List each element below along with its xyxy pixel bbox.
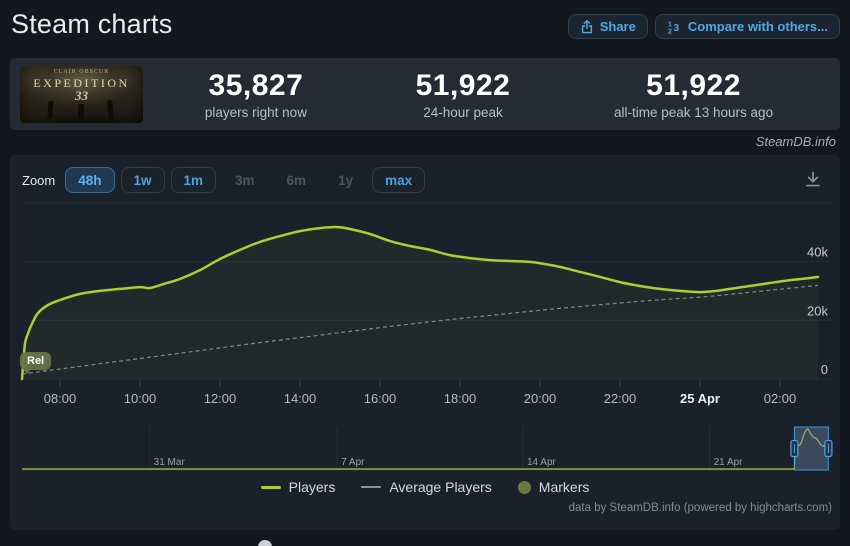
page-title: Steam charts bbox=[11, 9, 173, 39]
svg-text:18:00: 18:00 bbox=[444, 391, 477, 406]
capsule-figure bbox=[47, 100, 54, 119]
legend-swatch bbox=[260, 485, 281, 489]
legend-swatch bbox=[361, 486, 382, 488]
svg-text:02:00: 02:00 bbox=[764, 391, 797, 406]
download-chart-button[interactable] bbox=[800, 166, 826, 195]
stat-current-players-label: players right now bbox=[204, 104, 307, 120]
svg-text:3: 3 bbox=[673, 23, 679, 34]
svg-text:1: 1 bbox=[668, 21, 672, 28]
stat-current-players-value: 35,827 bbox=[208, 68, 304, 102]
navigator-handle bbox=[824, 439, 833, 458]
legend-item-markers[interactable]: Markers bbox=[517, 479, 590, 495]
chart-toolbar: Zoom 48h 1w 1m 3m 6m 1y max bbox=[22, 166, 826, 194]
svg-text:0: 0 bbox=[821, 362, 828, 377]
navigator-selection-window[interactable] bbox=[793, 426, 829, 471]
stat-24h-peak-value: 51,922 bbox=[415, 68, 511, 102]
below-content-peek bbox=[258, 540, 272, 546]
svg-text:14:00: 14:00 bbox=[284, 391, 317, 406]
legend-swatch bbox=[517, 480, 531, 494]
game-title-small: CLAIR OBSCUR bbox=[53, 68, 110, 75]
svg-text:16:00: 16:00 bbox=[364, 391, 397, 406]
stat-alltime-peak-label: all-time peak 13 hours ago bbox=[613, 104, 774, 120]
zoom-button-6m: 6m bbox=[274, 167, 320, 193]
svg-text:20k: 20k bbox=[807, 303, 828, 318]
zoom-button-48h[interactable]: 48h bbox=[65, 167, 115, 193]
highcharts-credit: data by SteamDB.info (powered by highcha… bbox=[568, 502, 832, 514]
stat-current-players: 35,827 players right now bbox=[143, 69, 369, 120]
game-title-number: 33 bbox=[75, 87, 88, 103]
stat-24h-peak-label: 24-hour peak bbox=[423, 104, 503, 120]
game-capsule-image[interactable]: CLAIR OBSCUR EXPEDITION 33 bbox=[20, 65, 143, 123]
x-axis-labels: 08:00 10:00 12:00 14:00 16:00 18:00 20:00 22:00… bbox=[44, 380, 797, 406]
legend-label: Players bbox=[288, 479, 336, 495]
svg-text:12:00: 12:00 bbox=[204, 391, 237, 406]
svg-text:25 Apr: 25 Apr bbox=[680, 391, 720, 406]
stat-24h-peak: 51,922 24-hour peak bbox=[369, 69, 557, 120]
game-title-main: EXPEDITION bbox=[33, 75, 130, 90]
stat-alltime-peak-value: 51,922 bbox=[646, 68, 741, 102]
navigator-players-line bbox=[22, 428, 829, 470]
capsule-figure bbox=[78, 103, 84, 119]
share-button-label: Share bbox=[599, 19, 636, 34]
svg-text:10:00: 10:00 bbox=[124, 391, 157, 406]
chart-panel: Zoom 48h 1w 1m 3m 6m 1y max 0 20k 40k 08:00 10:00… bbox=[10, 155, 840, 530]
chart-legend: Players Average Players Markers bbox=[10, 479, 840, 495]
navigator-date-ticks: 31 Mar 7 Apr 14 Apr 21 Apr bbox=[149, 427, 744, 470]
players-line bbox=[20, 225, 820, 381]
players-area-fill bbox=[22, 226, 818, 379]
average-players-line bbox=[21, 284, 819, 375]
release-flag[interactable]: Rel bbox=[20, 352, 52, 374]
y-gridlines: 0 20k 40k bbox=[22, 202, 832, 380]
svg-text:22:00: 22:00 bbox=[604, 391, 637, 406]
navigator-handle bbox=[790, 439, 799, 458]
legend-label: Markers bbox=[538, 479, 590, 495]
stats-panel: CLAIR OBSCUR EXPEDITION 33 35,827 player… bbox=[10, 58, 840, 130]
legend-label: Average Players bbox=[389, 479, 492, 495]
svg-text:31 Mar: 31 Mar bbox=[154, 457, 186, 468]
share-icon bbox=[580, 19, 594, 34]
zoom-button-max[interactable]: max bbox=[372, 167, 426, 193]
zoom-button-1y: 1y bbox=[325, 167, 366, 193]
zoom-button-group: 48h 1w 1m 3m 6m 1y max bbox=[65, 167, 426, 193]
stat-alltime-peak: 51,922 all-time peak 13 hours ago bbox=[557, 69, 830, 120]
steamdb-watermark: SteamDB.info bbox=[755, 134, 836, 149]
legend-item-average-players[interactable]: Average Players bbox=[361, 479, 492, 495]
navigator-handles[interactable] bbox=[790, 439, 833, 458]
download-icon bbox=[802, 171, 824, 193]
zoom-label: Zoom bbox=[22, 172, 56, 188]
zoom-button-1m[interactable]: 1m bbox=[170, 167, 217, 193]
zoom-button-1w[interactable]: 1w bbox=[120, 167, 165, 193]
share-button[interactable]: Share bbox=[567, 14, 648, 39]
svg-text:20:00: 20:00 bbox=[524, 391, 557, 406]
legend-item-players[interactable]: Players bbox=[260, 479, 336, 495]
players-chart[interactable]: 0 20k 40k 08:00 10:00 12:00 14:00 16:00 18:00 20… bbox=[10, 155, 840, 530]
svg-text:2: 2 bbox=[668, 28, 672, 34]
zoom-button-3m: 3m bbox=[222, 167, 268, 193]
compare-button-label: Compare with others... bbox=[687, 19, 828, 34]
svg-text:7 Apr: 7 Apr bbox=[341, 457, 365, 468]
chart-navigator[interactable]: 31 Mar 7 Apr 14 Apr 21 Apr bbox=[22, 426, 833, 471]
svg-text:08:00: 08:00 bbox=[44, 391, 77, 406]
svg-text:40k: 40k bbox=[807, 245, 828, 260]
svg-text:21 Apr: 21 Apr bbox=[714, 457, 744, 468]
svg-text:14 Apr: 14 Apr bbox=[527, 457, 557, 468]
